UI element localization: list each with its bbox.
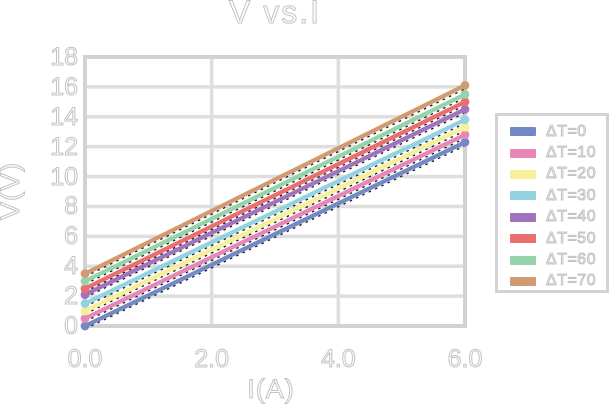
fit-line-0 — [84, 145, 466, 330]
series-line-1 — [82, 132, 468, 321]
y-tick-label-8: 8 — [64, 192, 79, 221]
legend-label: ΔT=70 — [545, 272, 597, 290]
series-line-6 — [82, 92, 468, 284]
data-point-7-0 — [80, 269, 90, 279]
x-axis-label: I(A) — [247, 374, 295, 405]
fit-line-1 — [84, 137, 466, 323]
data-point-4-1 — [460, 104, 470, 114]
y-tick-label-4: 4 — [64, 252, 79, 281]
data-point-3-1 — [460, 115, 470, 125]
series-line-0 — [82, 140, 468, 329]
y-tick-label-12: 12 — [50, 132, 79, 161]
legend-swatch-icon — [510, 276, 536, 286]
series-line-7 — [82, 83, 468, 276]
legend-label: ΔT=10 — [545, 144, 597, 162]
series-line-3 — [82, 117, 468, 306]
series-line-4 — [82, 107, 468, 297]
legend-item-2: ΔT=20 — [498, 164, 606, 185]
plot-frame — [83, 55, 467, 328]
fit-line-2 — [84, 130, 466, 315]
legend-item-7: ΔT=70 — [498, 271, 606, 292]
legend-item-3: ΔT=30 — [498, 185, 606, 206]
y-tick-label-16: 16 — [50, 72, 79, 101]
fit-line-3 — [84, 122, 466, 308]
data-point-6-1 — [460, 89, 470, 99]
series-line-5 — [82, 99, 468, 291]
legend-swatch-icon — [510, 127, 536, 137]
legend-item-5: ΔT=50 — [498, 228, 606, 249]
x-tick-label-6.0: 6.0 — [447, 345, 483, 374]
data-point-2-0 — [80, 306, 90, 316]
y-tick-label-0: 0 — [64, 312, 79, 341]
x-tick-label-4.0: 4.0 — [320, 345, 356, 374]
legend-item-4: ΔT=40 — [498, 207, 606, 228]
data-point-7-1 — [460, 80, 470, 90]
legend-label: ΔT=30 — [545, 186, 597, 204]
data-point-5-0 — [80, 284, 90, 294]
data-point-1-0 — [80, 314, 90, 323]
data-point-0-1 — [460, 137, 470, 147]
series-line-2 — [82, 125, 468, 314]
fit-line-6 — [84, 97, 466, 285]
legend-label: ΔT=60 — [545, 251, 597, 269]
legend-swatch-icon — [510, 191, 536, 201]
y-tick-label-14: 14 — [50, 102, 79, 131]
data-point-2-1 — [460, 122, 470, 132]
x-tick-label-2.0: 2.0 — [194, 345, 230, 374]
legend-label: ΔT=0 — [546, 122, 587, 140]
fit-line-5 — [84, 104, 466, 293]
legend-swatch-icon — [510, 212, 536, 222]
y-tick-label-18: 18 — [50, 43, 79, 72]
x-tick-label-0.0: 0.0 — [67, 345, 103, 374]
legend-label: ΔT=40 — [545, 208, 597, 226]
legend-label: ΔT=50 — [545, 229, 597, 247]
fit-line-4 — [84, 112, 466, 299]
legend-item-0: ΔT=0 — [498, 121, 606, 142]
legend-item-6: ΔT=60 — [498, 249, 606, 270]
legend: ΔT=0 ΔT=10 ΔT=20 ΔT=30 ΔT=40 ΔT=50 ΔT=60 ΔT=70 — [495, 113, 609, 293]
y-tick-label-2: 2 — [64, 282, 79, 311]
legend-swatch-icon — [510, 148, 536, 158]
legend-swatch-icon — [510, 234, 536, 244]
data-point-5-1 — [460, 97, 470, 107]
legend-swatch-icon — [510, 169, 536, 179]
y-tick-label-6: 6 — [64, 222, 79, 251]
legend-swatch-icon — [510, 255, 536, 265]
data-point-0-0 — [80, 321, 90, 331]
data-point-3-0 — [80, 299, 90, 308]
legend-label: ΔT=20 — [545, 165, 597, 183]
y-tick-label-10: 10 — [50, 162, 79, 191]
data-point-6-0 — [80, 276, 90, 286]
data-point-1-1 — [460, 130, 470, 140]
chart-title: V vs.I — [228, 0, 321, 31]
fit-line-7 — [84, 88, 466, 278]
legend-item-1: ΔT=10 — [498, 142, 606, 163]
